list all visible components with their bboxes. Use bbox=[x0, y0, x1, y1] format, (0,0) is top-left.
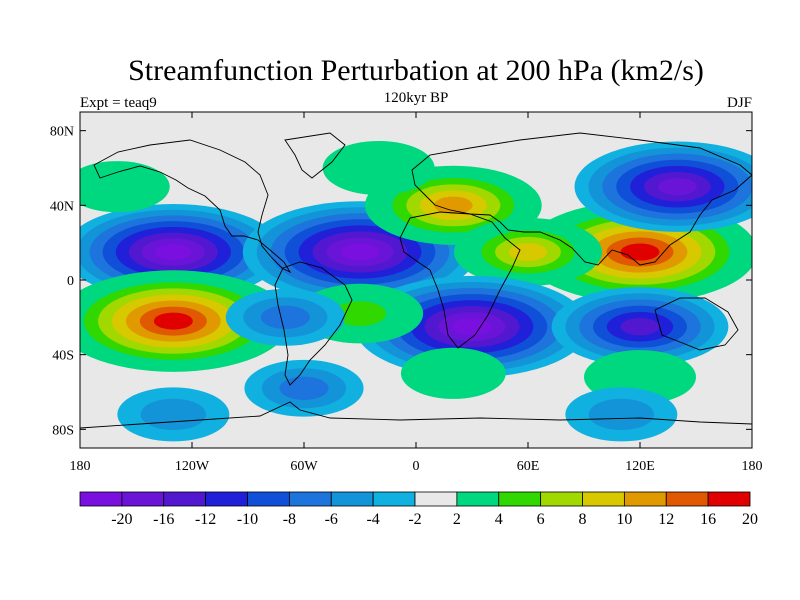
contour-level--16 bbox=[657, 178, 697, 196]
colorbar-swatch bbox=[623, 491, 667, 507]
colorbar-label: -6 bbox=[325, 511, 338, 528]
anomaly-atlantic-tropical-low bbox=[242, 201, 478, 303]
colorbar-swatch bbox=[414, 491, 458, 507]
contour-level-6 bbox=[334, 301, 386, 326]
colorbar-swatch bbox=[498, 491, 542, 507]
coastline-australia bbox=[654, 297, 739, 351]
colorbar-label: 16 bbox=[700, 511, 716, 528]
anomaly-arabian-high bbox=[454, 218, 602, 286]
colorbar-label: -4 bbox=[366, 511, 379, 528]
contour-level--6 bbox=[260, 305, 310, 330]
colorbar: -20 -16 -12 -10 -8 -6 -4 -2 2 4 6 8 10 12 16 20 bbox=[79, 491, 758, 528]
x-tick-label: 60W bbox=[290, 459, 318, 474]
colorbar-swatch bbox=[205, 491, 248, 507]
contour-level-4 bbox=[422, 358, 484, 389]
y-tick-label: 80S bbox=[52, 423, 74, 438]
coastline-antarctica bbox=[80, 401, 752, 429]
colorbar-swatch bbox=[247, 491, 290, 507]
colorbar-label: 10 bbox=[616, 511, 632, 528]
y-tick-label: 80N bbox=[50, 125, 74, 140]
coastline-africa bbox=[399, 211, 521, 349]
colorbar-swatch bbox=[163, 491, 207, 507]
subtitle-center: 120kyr BP bbox=[384, 90, 449, 106]
colorbar-label: 20 bbox=[742, 511, 758, 528]
contour-level-4 bbox=[345, 152, 412, 184]
anomaly-north-pacific-low bbox=[574, 141, 752, 232]
colorbar-label: 4 bbox=[495, 511, 503, 528]
anomaly-antarctic-pacific-low bbox=[117, 387, 230, 442]
contour-level-20 bbox=[620, 243, 660, 261]
map-area bbox=[80, 112, 752, 448]
anomaly-central-pacific-north-low bbox=[80, 204, 284, 300]
coastline-greenland bbox=[284, 132, 346, 179]
colorbar-label: -8 bbox=[283, 511, 296, 528]
colorbar-swatch bbox=[372, 491, 416, 507]
contour-level--4 bbox=[140, 398, 207, 431]
x-tick-label: 120E bbox=[625, 459, 655, 474]
subtitle-left: Expt = teaq9 bbox=[80, 95, 157, 111]
colorbar-swatch bbox=[79, 491, 123, 507]
colorbar-label: -2 bbox=[408, 511, 421, 528]
colorbar-label: 2 bbox=[453, 511, 461, 528]
contour-level--12 bbox=[620, 317, 660, 336]
contour-level--20 bbox=[155, 244, 192, 260]
colorbar-label: -10 bbox=[237, 511, 258, 528]
x-tick-label: 180 bbox=[742, 459, 763, 474]
anomaly-north-atlantic-green bbox=[322, 141, 435, 195]
colorbar-swatch bbox=[330, 491, 374, 507]
x-axis: 180 120W 60W 0 60E 120E 180 bbox=[70, 112, 763, 474]
anomaly-south-ocean-green-atlantic bbox=[400, 347, 506, 399]
contour-level-4 bbox=[607, 361, 673, 393]
contour-level-20 bbox=[153, 312, 193, 330]
streamfunction-field bbox=[80, 141, 752, 442]
colorbar-label: 12 bbox=[658, 511, 674, 528]
colorbar-label: -16 bbox=[153, 511, 174, 528]
contour-level--20 bbox=[452, 318, 492, 336]
colorbar-label: 6 bbox=[537, 511, 545, 528]
anomaly-south-atlantic-africa-low bbox=[354, 275, 590, 378]
y-tick-label: 40N bbox=[50, 199, 74, 214]
colorbar-swatch bbox=[707, 491, 751, 507]
anomaly-antarctic-indian-low bbox=[565, 387, 678, 442]
colorbar-swatch bbox=[121, 491, 165, 507]
subtitle-right: DJF bbox=[727, 95, 752, 111]
coastline-north-america bbox=[93, 139, 292, 274]
coastline-south-america bbox=[274, 261, 353, 386]
colorbar-label: 8 bbox=[579, 511, 587, 528]
coastline-eurasia bbox=[411, 132, 752, 266]
anomaly-equatorial-east-pacific-low bbox=[225, 288, 345, 346]
chart-title: Streamfunction Perturbation at 200 hPa (… bbox=[128, 54, 704, 87]
anomaly-north-pacific-green-west bbox=[80, 161, 170, 213]
colorbar-swatch bbox=[582, 491, 625, 507]
contour-level-12 bbox=[434, 196, 473, 215]
y-tick-label: 0 bbox=[67, 274, 74, 289]
anomaly-indian-ocean-low bbox=[551, 287, 729, 367]
colorbar-label: -12 bbox=[195, 511, 216, 528]
contour-level--6 bbox=[279, 376, 329, 400]
contour-level--4 bbox=[588, 398, 655, 431]
contour-level--20 bbox=[340, 243, 380, 261]
colorbar-label: -20 bbox=[111, 511, 132, 528]
anomaly-south-ocean-low bbox=[244, 359, 364, 417]
colorbar-swatch bbox=[288, 491, 332, 507]
contour-level-4 bbox=[86, 171, 148, 202]
colorbar-swatch bbox=[456, 491, 500, 507]
y-axis: 80N 40N 0 40S 80S bbox=[50, 125, 752, 438]
x-tick-label: 0 bbox=[413, 459, 420, 474]
coastlines bbox=[80, 132, 752, 429]
x-tick-label: 180 bbox=[70, 459, 91, 474]
colorbar-swatch bbox=[540, 491, 583, 507]
contour-level-10 bbox=[508, 243, 548, 261]
x-tick-label: 60E bbox=[517, 459, 540, 474]
anomaly-east-pacific-south-high bbox=[80, 270, 291, 372]
y-tick-label: 40S bbox=[52, 349, 74, 364]
x-tick-label: 120W bbox=[175, 459, 210, 474]
colorbar-swatch bbox=[665, 491, 709, 507]
